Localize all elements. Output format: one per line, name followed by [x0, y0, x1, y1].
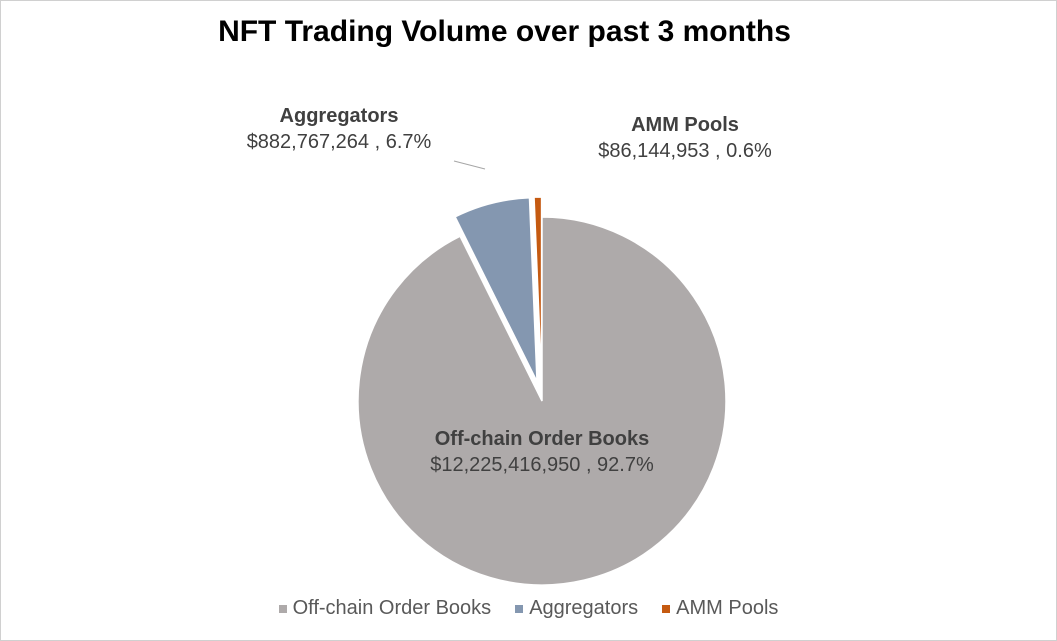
legend-label-amm-pools: AMM Pools — [676, 597, 779, 619]
data-label-value-off-chain-order-books: $12,225,416,950 , 92.7% — [430, 454, 654, 476]
legend-label-off-chain-order-books: Off-chain Order Books — [292, 597, 492, 619]
legend-swatch-aggregators — [515, 604, 524, 613]
data-label-name-off-chain-order-books: Off-chain Order Books — [435, 428, 649, 450]
chart-title: NFT Trading Volume over past 3 months — [218, 15, 791, 48]
legend-label-aggregators: Aggregators — [529, 597, 639, 619]
pie-slice-off-chain-order-books — [357, 216, 727, 586]
legend-item-aggregators: Aggregators — [515, 597, 638, 620]
data-label-name-amm-pools: AMM Pools — [631, 114, 739, 136]
data-label-value-aggregators: $882,767,264 , 6.7% — [247, 131, 432, 153]
legend: Off-chain Order Books Aggregators AMM Pool… — [1, 597, 1056, 620]
legend-swatch-amm-pools — [662, 604, 671, 613]
data-label-value-amm-pools: $86,144,953 , 0.6% — [598, 140, 772, 162]
data-label-name-aggregators: Aggregators — [280, 105, 399, 127]
pie-slice-aggregators — [454, 197, 538, 382]
legend-item-off-chain-order-books: Off-chain Order Books — [278, 597, 492, 620]
legend-swatch-off-chain-order-books — [278, 604, 287, 613]
pie-slice-amm-pools — [533, 196, 543, 382]
legend-item-amm-pools: AMM Pools — [662, 597, 778, 620]
leader-line-aggregators — [453, 160, 486, 170]
